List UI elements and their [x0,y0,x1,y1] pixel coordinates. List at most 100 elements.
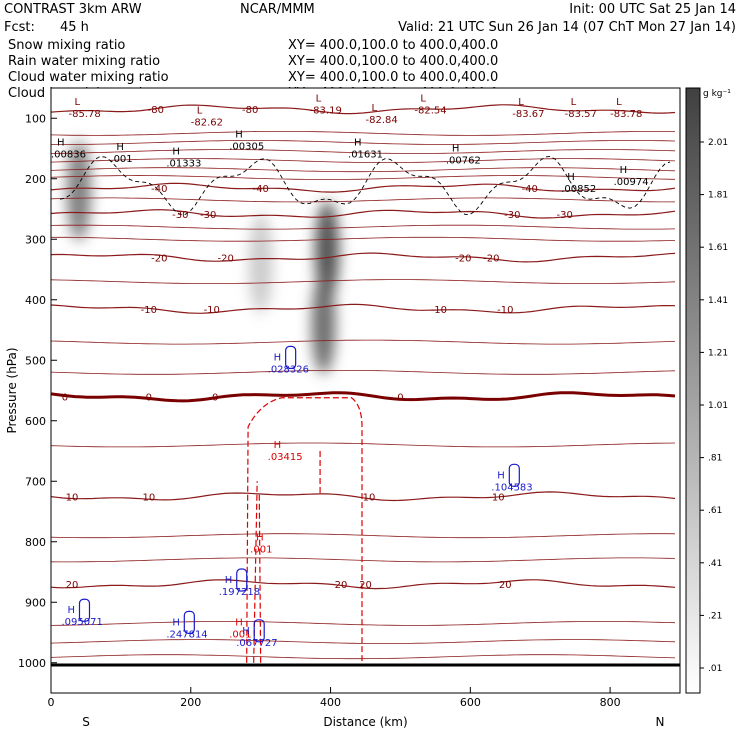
cloud-water-contour [253,619,265,643]
x-tick-label: 800 [600,696,621,709]
isotherm-line [51,252,676,263]
isotherm-label: -30 [200,210,216,221]
isotherm-line-minor [51,158,676,163]
ice-max-value: .00836 [51,150,86,161]
isotherm-label: -30 [557,210,573,221]
isotherm-label: 0 [212,393,218,404]
isotherm-line-minor [51,175,676,180]
isotherm-label: -10 [141,305,157,316]
y-tick-label: 700 [25,475,46,488]
isotherm-label: -80 [242,105,258,116]
isotherm-label: -30 [172,210,188,221]
colorbar-tick-label: .21 [708,611,722,621]
init-time: Init: 00 UTC Sat 25 Jan 14 [569,2,736,17]
isotherm-label: 10 [66,492,79,503]
y-tick-label: 300 [25,233,46,246]
rain-max-value: .001 [229,629,251,640]
snow-maximum [311,273,336,374]
colorbar-tick-label: 1.21 [708,348,728,358]
cloud-water-max-marker: H [242,626,250,637]
isotherm-label: -20 [218,253,234,264]
isotherm-line-minor [51,279,676,284]
isotherm-label: -20 [483,253,499,264]
ice-max-marker: H [57,138,65,149]
cloud-water-max-marker: H [225,575,233,586]
field-name: Cloud water mixing ratio [8,70,169,85]
y-tick-label: 500 [25,354,46,367]
isotherm-line-minor [51,339,676,345]
field-name: Rain water mixing ratio [8,54,160,69]
isotherm-line-minor [51,654,676,660]
colorbar-tick-label: 1.41 [708,296,728,306]
colorbar-unit: g kg⁻¹ [703,89,731,99]
low-value: -83.78 [610,109,642,120]
plot-frame [50,87,681,694]
cloud-water-max-value: .197218 [219,587,260,598]
low-value: -85.78 [68,109,100,120]
low-value: -82.62 [191,118,223,129]
colorbar-tick-label: 1.01 [708,401,728,411]
x-axis-label: Distance (km) [323,715,407,729]
x-tick-label: 0 [48,696,55,709]
isotherm-line-minor [51,639,676,644]
colorbar-tick-label: .61 [708,506,722,516]
y-tick-label: 800 [25,536,46,549]
cloud-water-max-value: .247814 [166,629,207,640]
isotherm-label: 0 [146,393,152,404]
isotherm-line-minor [51,167,676,173]
cloud-water-contours [78,345,520,643]
x-tick-label: 600 [460,696,481,709]
rain-contour [246,397,363,663]
ice-max-value: .00852 [561,184,596,195]
y-tick-label: 600 [25,415,46,428]
cloud-ice-contours [59,155,671,215]
low-marker: L [571,97,577,108]
center-title: NCAR/MMM [240,2,315,17]
colorbar-tick-label: 2.01 [708,138,728,148]
isotherm-label: 10 [492,492,505,503]
forecast-label: Fcst: [4,20,35,35]
colorbar-tick-label: 1.81 [708,191,728,201]
cloud-water-contour [236,568,248,592]
ice-max-value: .00305 [229,142,264,153]
low-value: -83.57 [565,109,597,120]
cloud-water-contour [78,598,91,622]
isotherm-label: -30 [504,210,520,221]
cloud-water-max-marker: H [67,605,75,616]
contour-labels: -80 -80 -40 -40 -40 -30 -30 -30 -30 -20 -20 -20 -20 -… [51,93,649,648]
cloud-water-max-value: .028326 [268,364,309,375]
isotherm-line-minor [51,442,676,448]
cloud-water-contour [508,463,520,487]
low-marker: L [518,97,524,108]
y-axis-label: Pressure (hPa) [5,347,19,433]
ice-max-value: .01631 [348,150,383,161]
model-title: CONTRAST 3km ARW [4,2,142,17]
cloud-water-max-marker: H [172,617,180,628]
cloud-water-max-value: .095071 [61,617,102,628]
field-cross-section: XY= 400.0,100.0 to 400.0,400.0 [288,54,498,69]
isotherm-line [51,209,676,219]
colorbar-tick-label: .81 [708,454,722,464]
isotherm-line [51,303,676,314]
isotherm-label: 20 [499,580,512,591]
low-marker: L [616,97,622,108]
ice-max-marker: H [116,142,124,153]
colorbar-tick-label: .01 [708,664,722,674]
field-cross-section: XY= 400.0,100.0 to 400.0,400.0 [288,70,498,85]
ice-max-marker: H [567,172,575,183]
rain-max-marker: H [235,617,243,628]
low-value: -82.84 [366,115,398,126]
low-marker: L [372,103,378,114]
low-value: -82.54 [414,105,446,116]
isotherm-label: 10 [363,492,376,503]
isotherm-label: -10 [204,305,220,316]
isotherm-line-minor [51,621,676,626]
south-label: S [82,715,90,729]
low-marker: L [74,97,80,108]
isotherm-label: -40 [151,184,167,195]
ice-max-value: .001 [110,154,132,165]
valid-time: Valid: 21 UTC Sun 26 Jan 14 (07 ChT Mon … [398,20,736,35]
isotherm-line [51,391,676,403]
isotherm-line [51,104,676,115]
